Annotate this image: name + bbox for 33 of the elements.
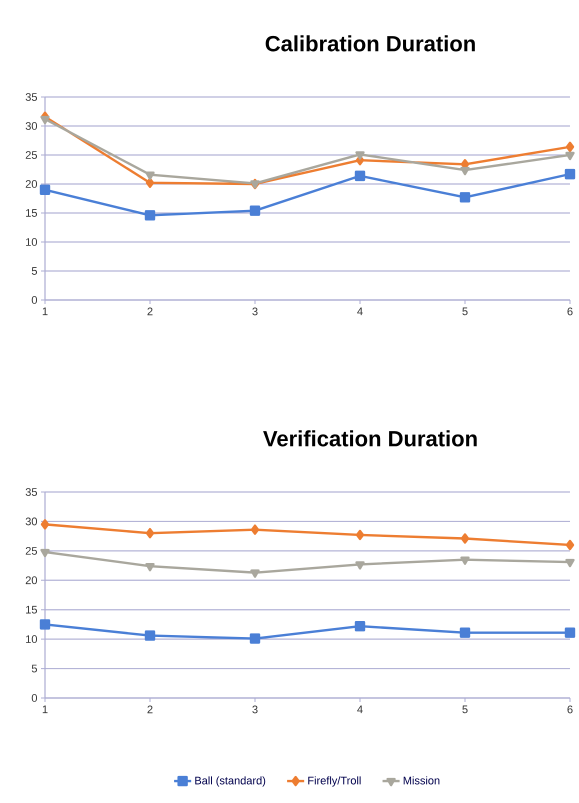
x-tick-label: 2 (147, 706, 153, 714)
y-tick-label: 0 (32, 694, 38, 702)
y-tick-label: 15 (26, 606, 37, 614)
x-tick-label: 5 (462, 308, 468, 316)
x-tick-label: 2 (147, 308, 153, 316)
x-tick-label: 3 (252, 308, 258, 316)
y-tick-label: 30 (26, 518, 38, 526)
x-tick-label: 4 (357, 308, 363, 316)
legend-label: Mission (404, 776, 440, 784)
x-tick-label: 3 (252, 706, 258, 714)
y-tick-label: 35 (26, 488, 37, 496)
y-tick-label: 10 (26, 635, 38, 644)
legend-label: Ball (standard) (195, 776, 266, 787)
y-tick-label: 15 (26, 209, 37, 217)
chart-title: Calibration Duration (266, 35, 475, 52)
y-tick-label: 25 (26, 546, 37, 555)
legend-label: Firefly/Troll (308, 776, 361, 787)
x-tick-label: 6 (568, 706, 573, 714)
y-tick-label: 35 (26, 93, 37, 101)
y-tick-label: 25 (26, 151, 37, 159)
x-tick-label: 6 (568, 308, 573, 316)
x-tick-label: 4 (357, 706, 363, 714)
x-tick-label: 1 (42, 308, 48, 316)
y-tick-label: 5 (32, 664, 37, 672)
y-tick-label: 20 (26, 180, 38, 188)
y-tick-label: 30 (26, 122, 38, 130)
y-tick-label: 20 (26, 576, 38, 584)
x-tick-label: 1 (42, 706, 48, 714)
chart-title: Verification Duration (263, 430, 477, 446)
x-tick-label: 5 (462, 706, 468, 714)
y-tick-label: 10 (26, 238, 38, 246)
y-tick-label: 5 (32, 267, 37, 275)
y-tick-label: 0 (32, 296, 38, 304)
